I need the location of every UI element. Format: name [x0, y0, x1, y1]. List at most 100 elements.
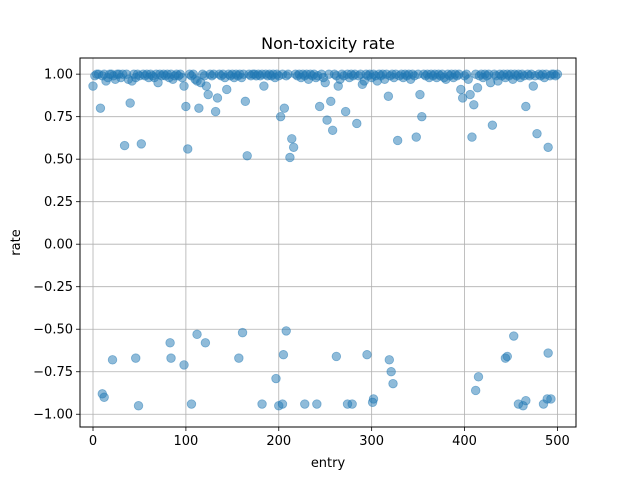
chart-title: Non-toxicity rate — [261, 34, 395, 53]
data-point — [327, 125, 338, 135]
data-point — [411, 132, 421, 142]
data-point — [181, 101, 191, 112]
data-point — [201, 81, 212, 91]
scatter-points — [88, 69, 563, 411]
data-point — [95, 103, 106, 113]
y-tick-label: 1.00 — [44, 68, 73, 83]
data-point — [300, 399, 310, 409]
data-point — [368, 394, 379, 404]
data-point — [326, 96, 336, 107]
data-point — [467, 132, 477, 142]
data-point — [312, 399, 322, 409]
data-point — [165, 338, 175, 348]
data-point — [136, 139, 147, 149]
data-point — [192, 329, 202, 340]
data-point — [528, 81, 538, 91]
data-point — [473, 372, 484, 382]
data-point — [417, 111, 427, 122]
data-point — [107, 355, 118, 365]
data-point — [347, 399, 357, 409]
data-point — [352, 118, 362, 129]
data-point — [487, 120, 498, 130]
data-point — [179, 81, 189, 91]
data-point — [183, 144, 193, 154]
data-point — [288, 142, 299, 152]
data-point — [279, 103, 290, 113]
data-point — [331, 351, 342, 362]
data-point — [285, 152, 295, 163]
data-point — [546, 394, 556, 404]
data-point — [340, 106, 351, 117]
data-point — [383, 91, 394, 101]
data-point — [210, 106, 221, 117]
data-point — [237, 327, 248, 338]
data-point — [275, 111, 286, 122]
x-tick-label: 300 — [359, 434, 384, 449]
y-tick-label: −0.50 — [33, 323, 73, 338]
data-point — [133, 401, 144, 411]
data-point — [314, 101, 325, 112]
data-point — [99, 392, 109, 402]
x-axis-label: entry — [311, 456, 346, 471]
data-point — [194, 103, 204, 113]
x-tick-label: 0 — [89, 434, 97, 449]
data-point — [186, 399, 197, 409]
data-point — [543, 348, 553, 358]
plot-frame — [79, 57, 577, 428]
data-point — [502, 351, 512, 362]
axis-ticks: 0 100 200 300 400 500 −1.00 −0.75 −0.50 −0.25 0.00… — [33, 68, 570, 449]
data-point — [521, 101, 531, 112]
data-point — [320, 77, 330, 88]
data-point — [203, 89, 213, 100]
data-point — [200, 338, 211, 348]
data-point — [388, 378, 398, 389]
y-tick-label: 0.75 — [44, 110, 73, 125]
data-point — [281, 326, 291, 336]
y-tick-label: 0.00 — [44, 238, 73, 253]
data-point — [322, 115, 332, 125]
data-point — [456, 84, 466, 95]
x-tick-label: 400 — [452, 434, 477, 449]
data-point — [362, 350, 372, 360]
data-point — [119, 140, 130, 151]
data-point — [287, 134, 297, 144]
y-axis-label: rate — [9, 229, 24, 255]
x-tick-label: 200 — [266, 434, 291, 449]
data-point — [472, 83, 483, 93]
data-point — [88, 81, 98, 91]
x-tick-label: 100 — [173, 434, 198, 449]
data-point — [521, 395, 531, 406]
y-tick-label: −0.75 — [33, 365, 73, 380]
data-point — [259, 81, 269, 91]
data-point — [179, 360, 189, 370]
data-point — [509, 331, 519, 341]
data-point — [212, 93, 223, 103]
data-point — [222, 84, 232, 95]
data-point — [234, 353, 244, 363]
data-point — [125, 98, 135, 108]
data-point — [242, 151, 252, 161]
data-point — [470, 385, 481, 396]
data-point — [469, 100, 479, 110]
data-point — [131, 353, 141, 363]
y-tick-label: 0.25 — [44, 195, 73, 210]
data-point — [552, 69, 563, 79]
data-point — [465, 89, 475, 100]
data-point — [278, 350, 289, 360]
x-tick-label: 500 — [545, 434, 570, 449]
data-point — [384, 355, 395, 365]
data-point — [392, 135, 403, 146]
data-point — [277, 399, 288, 409]
data-point — [386, 367, 396, 377]
y-tick-label: −1.00 — [33, 408, 73, 423]
data-point — [271, 373, 281, 384]
data-point — [257, 399, 267, 409]
data-point — [240, 96, 251, 107]
data-point — [532, 128, 542, 139]
data-point — [415, 89, 425, 100]
data-point — [543, 142, 553, 152]
y-tick-label: −0.25 — [33, 280, 73, 295]
data-point — [463, 74, 473, 84]
data-point — [166, 353, 176, 363]
